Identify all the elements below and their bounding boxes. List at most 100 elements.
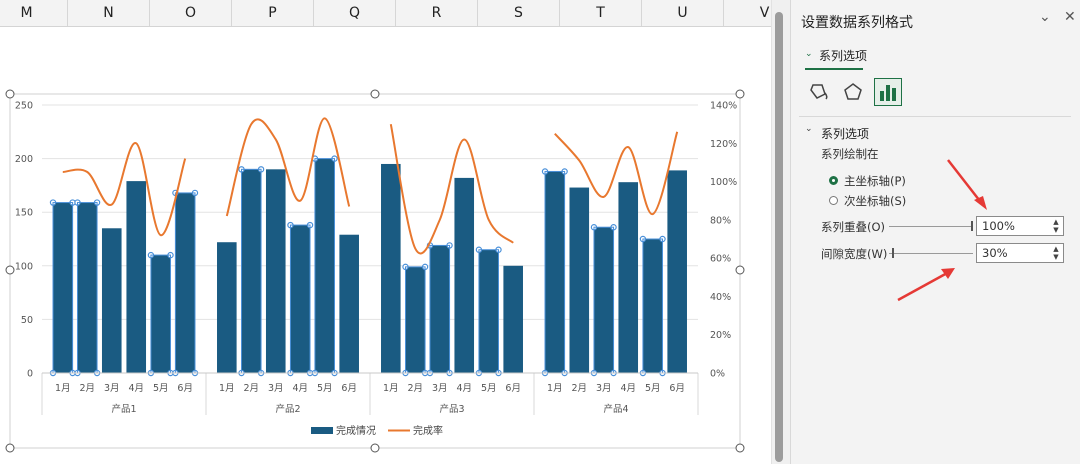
spin-up-icon[interactable]: ▲	[1053, 218, 1059, 226]
bar[interactable]	[53, 202, 73, 373]
bar[interactable]	[454, 177, 475, 373]
spin-up-icon[interactable]: ▲	[1053, 245, 1059, 253]
bar[interactable]	[569, 187, 590, 373]
x-axis-tick-label: 4月	[292, 383, 308, 394]
bar[interactable]	[381, 163, 401, 373]
bar[interactable]	[593, 227, 614, 373]
column-header-n[interactable]: N	[68, 0, 150, 26]
bar[interactable]	[545, 171, 565, 373]
effects-icon[interactable]	[839, 78, 867, 106]
bar[interactable]	[265, 169, 286, 373]
resize-handle[interactable]	[735, 265, 745, 275]
column-header-t[interactable]: T	[560, 0, 642, 26]
bar[interactable]	[175, 192, 195, 373]
series-options-icon[interactable]	[874, 78, 902, 106]
bar[interactable]	[77, 202, 98, 373]
x-axis-tick-label: 5月	[317, 383, 333, 394]
group-label: 产品2	[275, 403, 300, 415]
gap-width-label: 间隙宽度(W)	[821, 247, 888, 261]
series-overlap-label: 系列重叠(O)	[821, 220, 886, 234]
column-header-s[interactable]: S	[478, 0, 560, 26]
bar[interactable]	[429, 245, 450, 373]
bar[interactable]	[126, 181, 147, 373]
resize-handle[interactable]	[735, 89, 745, 99]
completion-rate-line[interactable]	[225, 117, 351, 217]
chart[interactable]: 250 200 150 100 50 0 140% 120% 100% 80% 60% 40% 20% 0…	[0, 0, 770, 464]
resize-handle[interactable]	[5, 89, 15, 99]
x-axis-tick-label: 4月	[620, 383, 636, 394]
chevron-down-icon[interactable]: ⌄	[1039, 9, 1051, 25]
spin-down-icon[interactable]: ▼	[1053, 226, 1059, 234]
bar[interactable]	[314, 158, 335, 373]
x-axis-tick-label: 6月	[505, 383, 521, 394]
x-axis-tick-label: 2月	[244, 383, 260, 394]
spin-down-icon[interactable]: ▼	[1053, 253, 1059, 261]
resize-handle[interactable]	[735, 443, 745, 453]
x-axis-tick-label: 3月	[268, 383, 284, 394]
bar[interactable]	[339, 234, 359, 373]
bar[interactable]	[241, 169, 262, 373]
completion-rate-line[interactable]	[62, 142, 187, 237]
fill-line-icon[interactable]	[805, 78, 833, 106]
column-header-u[interactable]: U	[642, 0, 724, 26]
column-header-r[interactable]: R	[396, 0, 478, 26]
series-overlap-slider-track[interactable]	[889, 226, 973, 227]
bar[interactable]	[503, 265, 523, 373]
x-axis-tick-label: 2月	[80, 383, 96, 394]
y2-axis-tick-label: 140%	[710, 101, 737, 112]
plot-series-on-label: 系列绘制在	[821, 147, 879, 161]
y-axis-tick-label: 0	[27, 369, 33, 380]
x-axis-tick-label: 1月	[219, 383, 235, 394]
column-header-q[interactable]: Q	[314, 0, 396, 26]
resize-handle[interactable]	[5, 265, 15, 275]
completion-rate-line[interactable]	[554, 131, 679, 216]
bar[interactable]	[290, 225, 311, 373]
legend-label: 完成情况	[336, 424, 376, 437]
bar[interactable]	[405, 266, 426, 373]
arrow-icon	[897, 270, 950, 302]
x-axis-tick-label: 6月	[341, 383, 357, 394]
x-axis-tick-label: 5月	[645, 383, 661, 394]
bar[interactable]	[478, 249, 499, 373]
group-label: 产品1	[111, 403, 136, 415]
completion-rate-line[interactable]	[389, 123, 514, 255]
pane-title: 设置数据系列格式	[801, 15, 913, 31]
resize-handle[interactable]	[370, 89, 380, 99]
bar[interactable]	[217, 242, 237, 373]
y-axis-tick-label: 100	[15, 261, 33, 272]
bar[interactable]	[642, 239, 663, 373]
bar[interactable]	[618, 182, 639, 373]
x-axis-tick-label: 4月	[456, 383, 472, 394]
tab-label: 系列选项	[819, 49, 868, 63]
group-label: 产品3	[439, 403, 464, 415]
bar[interactable]	[150, 255, 171, 373]
resize-handle[interactable]	[370, 443, 380, 453]
scrollbar-thumb[interactable]	[775, 12, 783, 462]
y-axis-tick-label: 150	[15, 208, 33, 219]
close-icon[interactable]: ✕	[1064, 9, 1076, 25]
column-header-p[interactable]: P	[232, 0, 314, 26]
column-header-o[interactable]: O	[150, 0, 232, 26]
x-axis-tick-label: 1月	[383, 383, 399, 394]
x-axis-tick-label: 5月	[153, 383, 169, 394]
bar[interactable]	[667, 170, 687, 373]
radio-unselected-icon	[829, 196, 838, 205]
column-header-m[interactable]: M	[0, 0, 68, 26]
gap-width-slider-track[interactable]	[889, 253, 973, 254]
gap-width-slider-thumb[interactable]	[892, 248, 894, 258]
chevron-down-icon: ⌄	[805, 124, 813, 134]
y-axis-tick-label: 250	[15, 101, 33, 112]
format-data-series-pane: 设置数据系列格式 ⌄ ✕ ⌄ 系列选项 ⌄ 系列选项 系列绘制在 主坐标轴(P)…	[790, 0, 1080, 464]
bar[interactable]	[101, 228, 122, 373]
series-overlap-input[interactable]: 100% ▲ ▼	[976, 216, 1064, 236]
series-overlap-slider-thumb[interactable]	[971, 221, 973, 231]
resize-handle[interactable]	[5, 443, 15, 453]
arrowhead-icon	[941, 268, 955, 279]
legend-swatch-bar	[311, 427, 333, 434]
chevron-down-icon: ⌄	[805, 49, 813, 59]
vertical-scrollbar[interactable]	[771, 0, 790, 464]
y2-axis-tick-label: 40%	[710, 292, 731, 303]
x-axis-tick-label: 2月	[408, 383, 424, 394]
gap-width-input[interactable]: 30% ▲ ▼	[976, 243, 1064, 263]
arrowhead-icon	[974, 196, 987, 210]
